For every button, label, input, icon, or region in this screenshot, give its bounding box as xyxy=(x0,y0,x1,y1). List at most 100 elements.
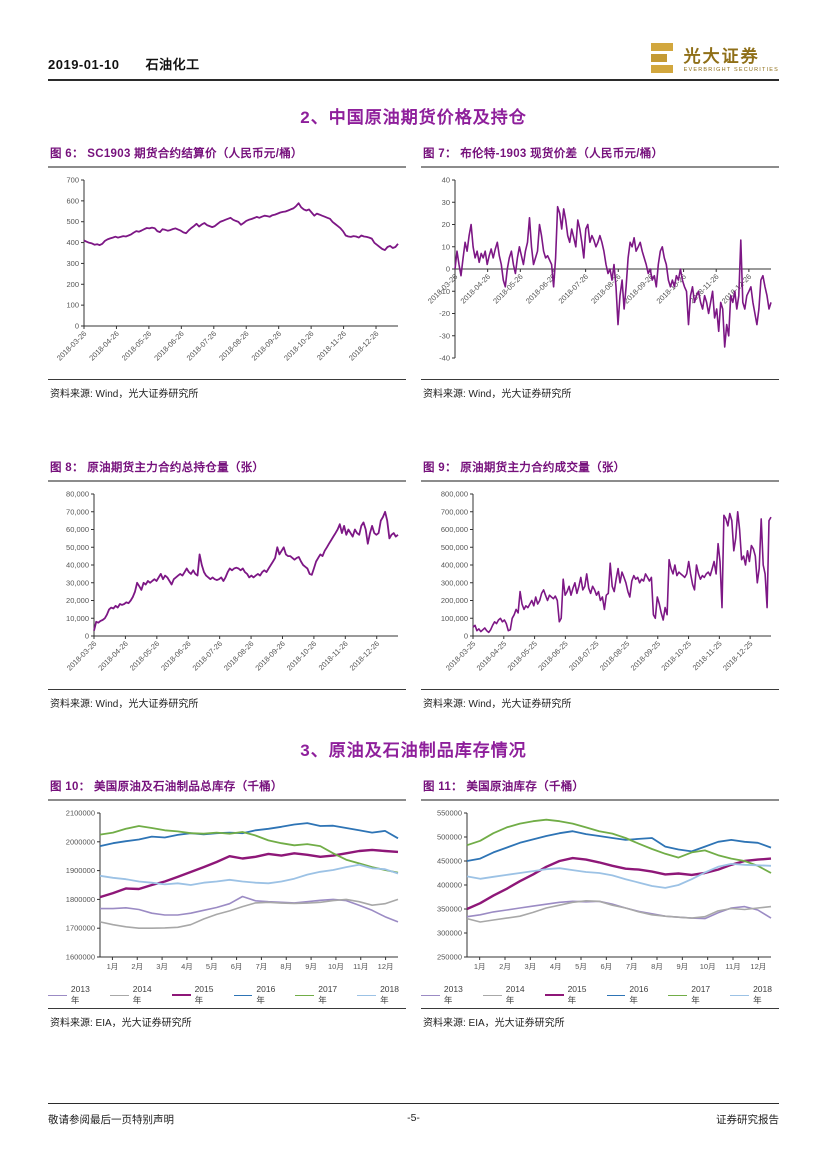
svg-text:2018-05-25: 2018-05-25 xyxy=(506,639,539,672)
svg-text:-10: -10 xyxy=(439,287,450,296)
svg-text:7月: 7月 xyxy=(256,962,268,971)
report-date: 2019-01-10 xyxy=(48,57,120,72)
svg-text:2018-03-26: 2018-03-26 xyxy=(426,272,459,305)
svg-text:2018-10-26: 2018-10-26 xyxy=(654,272,687,305)
svg-text:60,000: 60,000 xyxy=(66,525,89,534)
svg-text:8月: 8月 xyxy=(651,962,663,971)
divider xyxy=(48,166,406,168)
svg-text:2018-06-26: 2018-06-26 xyxy=(159,639,192,672)
svg-text:100,000: 100,000 xyxy=(441,614,468,623)
svg-text:2018-10-26: 2018-10-26 xyxy=(282,329,315,362)
legend-label: 2018年 xyxy=(753,984,772,1005)
page-footer: 敬请参阅最后一页特别声明 -5- 证券研究报告 xyxy=(48,1103,779,1127)
svg-text:9月: 9月 xyxy=(676,962,688,971)
legend-swatch-icon xyxy=(482,994,502,996)
chart-legend: 2013年 2014年 2015年 2016年 2017年 2018年 xyxy=(48,984,406,1006)
svg-text:600,000: 600,000 xyxy=(441,525,468,534)
legend-label: 2018年 xyxy=(380,984,399,1005)
svg-text:10月: 10月 xyxy=(328,962,344,971)
figure-9: 图 9： 原油期货主力合约成交量（张） 0 100,000 200,000 300,0… xyxy=(421,456,779,710)
section-title-2: 2、中国原油期货价格及持仓 xyxy=(300,108,527,127)
figure-11: 图 11： 美国原油库存（千桶） 250000 300000 350000 40000… xyxy=(421,775,779,1029)
footer-disclaimer: 敬请参阅最后一页特别声明 xyxy=(48,1114,174,1126)
svg-text:7月: 7月 xyxy=(626,962,638,971)
legend-item: 2014年 xyxy=(482,984,532,1006)
svg-text:2018-07-26: 2018-07-26 xyxy=(557,272,590,305)
chart-legend: 2013年 2014年 2015年 2016年 2017年 2018年 xyxy=(421,984,779,1006)
svg-text:350000: 350000 xyxy=(437,905,462,914)
svg-text:30,000: 30,000 xyxy=(66,578,89,587)
legend-item: 2013年 xyxy=(48,984,97,1006)
svg-text:8月: 8月 xyxy=(280,962,292,971)
svg-text:11月: 11月 xyxy=(353,962,368,971)
svg-text:10,000: 10,000 xyxy=(66,614,89,623)
svg-text:2月: 2月 xyxy=(499,962,511,971)
everbright-logo-icon xyxy=(650,42,677,73)
legend-label: 2017年 xyxy=(691,984,711,1005)
chart-canvas: -40 -30 -20 -10 0 10 20 30 40 2018-03-26 2018-04-2… xyxy=(426,176,772,363)
svg-text:1700000: 1700000 xyxy=(66,924,95,933)
svg-text:6月: 6月 xyxy=(231,962,243,971)
svg-text:2018-10-26: 2018-10-26 xyxy=(285,639,318,672)
svg-text:40,000: 40,000 xyxy=(66,561,89,570)
figure-7-caption: 图 7： 布伦特-1903 现货价差（人民币元/桶） xyxy=(423,148,664,160)
svg-text:2018-04-26: 2018-04-26 xyxy=(459,272,492,305)
svg-text:500,000: 500,000 xyxy=(441,543,468,552)
svg-text:400: 400 xyxy=(66,238,79,247)
svg-text:2018-08-26: 2018-08-26 xyxy=(589,272,622,305)
legend-swatch-icon xyxy=(295,994,315,996)
svg-text:2018-07-26: 2018-07-26 xyxy=(185,329,218,362)
svg-text:10: 10 xyxy=(442,242,450,251)
legend-label: 2013年 xyxy=(443,984,463,1005)
page-number: -5- xyxy=(407,1112,420,1124)
svg-text:40: 40 xyxy=(442,176,450,185)
svg-text:300000: 300000 xyxy=(437,929,462,938)
brand-name: 光大证券 xyxy=(683,47,760,66)
svg-text:0: 0 xyxy=(75,322,79,331)
legend-item: 2017年 xyxy=(295,984,344,1006)
svg-text:2018-07-25: 2018-07-25 xyxy=(567,639,600,672)
svg-text:300,000: 300,000 xyxy=(441,578,468,587)
svg-text:2018-05-26: 2018-05-26 xyxy=(128,639,161,672)
svg-text:2018-04-25: 2018-04-25 xyxy=(475,639,508,672)
svg-text:2018-09-26: 2018-09-26 xyxy=(253,639,286,672)
figure-10-chart: 1600000 1700000 1800000 1900000 2000000 21000… xyxy=(48,801,406,1006)
svg-text:30: 30 xyxy=(442,198,450,207)
legend-label: 2015年 xyxy=(194,984,214,1005)
svg-text:-40: -40 xyxy=(439,354,450,363)
chart-canvas: 0 10,000 20,000 30,000 40,000 50,000 60,000 70,… xyxy=(65,490,399,673)
svg-text:2000000: 2000000 xyxy=(66,837,95,846)
divider xyxy=(421,689,779,690)
legend-swatch-icon xyxy=(730,994,750,996)
legend-swatch-icon xyxy=(48,994,67,996)
figure-11-source: 资料来源: EIA，光大证券研究所 xyxy=(423,1018,565,1029)
divider xyxy=(421,799,779,801)
legend-swatch-icon xyxy=(109,994,129,996)
svg-text:2018-08-25: 2018-08-25 xyxy=(598,639,631,672)
chart-canvas: 0 100 200 300 400 500 600 700 2018-03-262018-04-… xyxy=(55,176,399,363)
legend-label: 2013年 xyxy=(70,984,90,1005)
svg-text:400000: 400000 xyxy=(437,881,462,890)
figure-row-3: 图 10： 美国原油及石油制品总库存（千桶） 1600000 1700000 180… xyxy=(48,775,779,1029)
svg-text:2018-03-26: 2018-03-26 xyxy=(65,639,98,672)
figure-6-chart: 0 100 200 300 400 500 600 700 2018-03-26 2018-04-… xyxy=(48,168,406,377)
svg-text:12月: 12月 xyxy=(750,962,766,971)
svg-text:2018-08-26: 2018-08-26 xyxy=(217,329,250,362)
figure-row-1: 图 6： SC1903 期货合约结算价（人民币元/桶） 0 100 200 300 40… xyxy=(48,142,779,400)
svg-text:2018-09-26: 2018-09-26 xyxy=(250,329,283,362)
legend-label: 2016年 xyxy=(256,984,276,1005)
figure-6-caption: 图 6： SC1903 期货合约结算价（人民币元/桶） xyxy=(50,148,303,160)
svg-text:2018-03-26: 2018-03-26 xyxy=(55,329,88,362)
figure-6-source: 资料来源: Wind，光大证券研究所 xyxy=(50,389,199,400)
svg-text:2018-05-26: 2018-05-26 xyxy=(120,329,153,362)
svg-text:4月: 4月 xyxy=(550,962,562,971)
divider xyxy=(421,480,779,482)
brand-subtitle: EVERBRIGHT SECURITIES xyxy=(683,67,779,73)
svg-text:10月: 10月 xyxy=(700,962,716,971)
svg-text:1900000: 1900000 xyxy=(66,866,95,875)
svg-text:1600000: 1600000 xyxy=(66,953,95,962)
svg-text:70,000: 70,000 xyxy=(66,507,89,516)
figure-8: 图 8： 原油期货主力合约总持仓量（张） 0 10,000 20,000 30,000… xyxy=(48,456,406,710)
svg-text:0: 0 xyxy=(85,632,89,641)
